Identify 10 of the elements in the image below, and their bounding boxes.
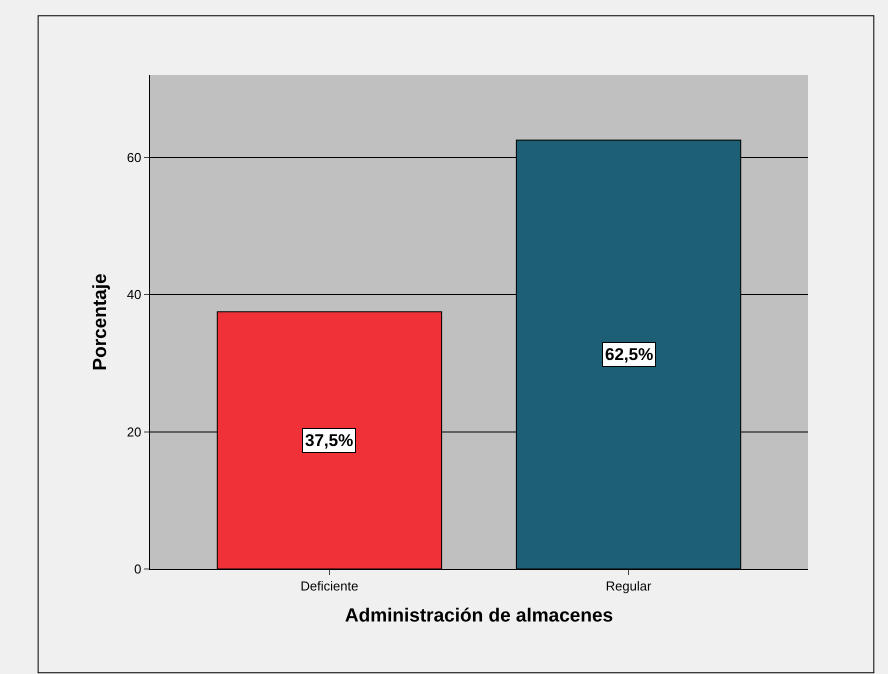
y-tick-label: 20 [126,424,142,440]
x-axis-title: Administración de almacenes [344,605,614,626]
data-label: 62,5% [605,345,654,364]
y-tick-label: 60 [126,150,142,165]
y-tick-label: 0 [134,562,142,577]
x-tick-label: Deficiente [300,578,358,594]
y-axis-title: Porcentaje [90,273,111,371]
x-tick-label: Regular [606,578,652,594]
data-label: 37,5% [305,431,354,450]
y-tick-label: 40 [126,287,142,302]
